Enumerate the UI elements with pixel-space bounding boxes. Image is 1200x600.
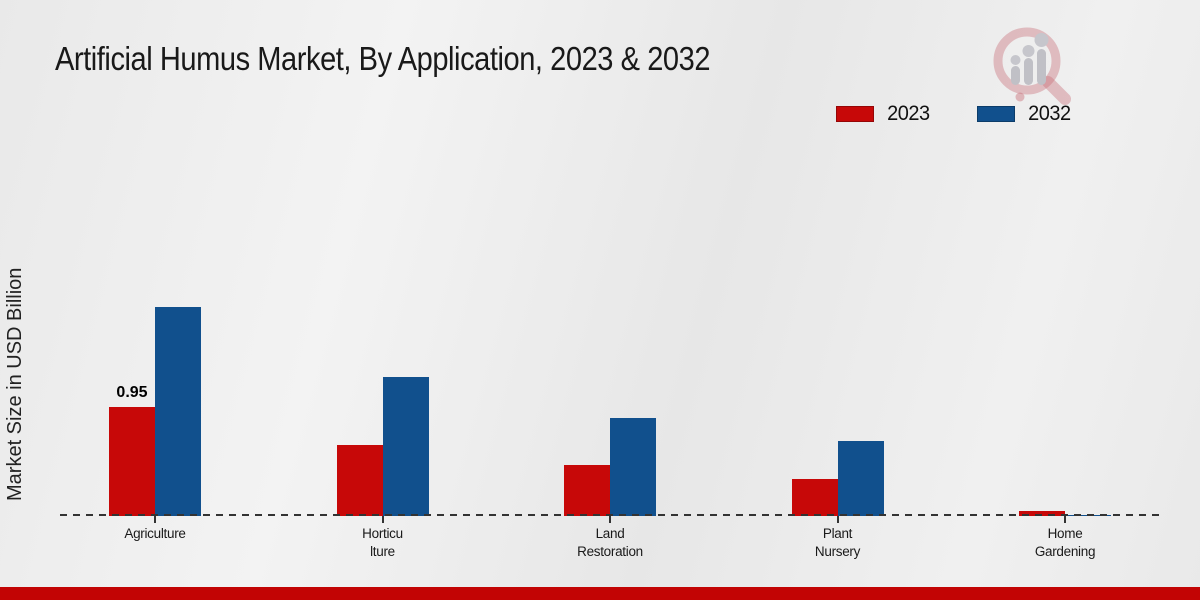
bar-2023-1 bbox=[336, 445, 383, 516]
bar-2023-0 bbox=[109, 407, 155, 516]
legend-item-2023: 2023 bbox=[836, 102, 931, 126]
legend-swatch-2032 bbox=[976, 106, 1015, 122]
bar-2032-0 bbox=[155, 307, 201, 516]
x-axis-tick bbox=[1064, 516, 1066, 523]
legend-label-2023: 2023 bbox=[887, 102, 930, 125]
x-axis-baseline bbox=[60, 514, 1160, 516]
bar-2023-3 bbox=[791, 479, 838, 516]
legend-label-2032: 2032 bbox=[1027, 102, 1071, 125]
magnifier-chart-logo-icon bbox=[993, 27, 1071, 105]
bar-2032-2 bbox=[610, 418, 656, 516]
x-axis-tick bbox=[381, 516, 384, 523]
x-axis-category-label: Agriculture bbox=[124, 526, 186, 541]
x-axis-tick bbox=[609, 516, 611, 523]
footer-accent-strip bbox=[0, 587, 1200, 600]
bar-2032-3 bbox=[837, 441, 884, 516]
x-axis-category-label: Land Restoration bbox=[577, 526, 643, 559]
chart-title: Artificial Humus Market, By Application,… bbox=[55, 40, 711, 77]
bar-value-label: 0.95 bbox=[116, 384, 148, 401]
bar-2023-2 bbox=[564, 465, 610, 516]
x-axis-category-label: Horticu lture bbox=[362, 526, 403, 559]
legend-swatch-2023 bbox=[836, 106, 874, 122]
legend: 2023 2032 bbox=[836, 102, 1071, 126]
legend-item-2032: 2032 bbox=[976, 102, 1072, 126]
x-axis-category-label: Home Gardening bbox=[1034, 526, 1096, 559]
x-axis-tick bbox=[836, 516, 839, 523]
x-axis-category-label: Plant Nursery bbox=[814, 526, 861, 559]
bar-2023-4 bbox=[1019, 511, 1065, 516]
x-axis-tick bbox=[154, 516, 156, 523]
y-axis-label: Market Size in USD Billion bbox=[4, 267, 26, 501]
bar-2032-1 bbox=[382, 377, 429, 516]
